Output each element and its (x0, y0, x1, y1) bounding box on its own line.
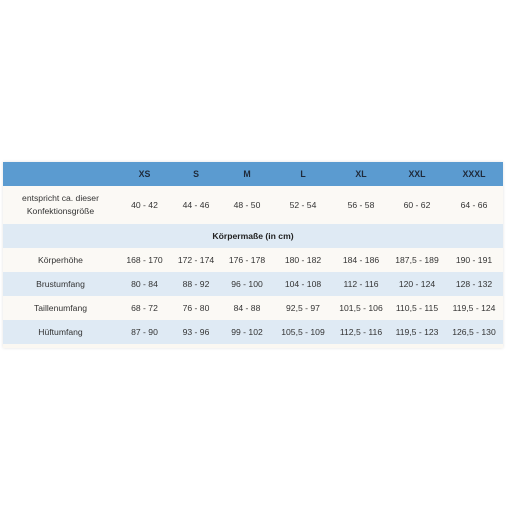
size-chart: XS S M L XL XXL XXXL entspricht ca. dies… (3, 162, 503, 348)
table-cell: 112,5 - 116 (339, 327, 383, 337)
table-cell: 56 - 58 (347, 200, 375, 210)
konfektion-row: entspricht ca. dieser Konfektionsgröße 4… (3, 186, 503, 224)
header-cell-xxxl: XXXL (462, 169, 486, 179)
table-row: Taillenumfang 68 - 72 76 - 80 84 - 88 92… (3, 296, 503, 320)
header-cell-l: L (300, 169, 306, 179)
table-cell: 172 - 174 (177, 255, 215, 265)
table-cell: 84 - 88 (233, 303, 261, 313)
table-cell: 187,5 - 189 (395, 255, 439, 265)
table-cell: 44 - 46 (182, 200, 210, 210)
konfektion-label-line1: entspricht ca. dieser (22, 193, 99, 203)
table-cell: 52 - 54 (289, 200, 317, 210)
header-cell-m: M (243, 169, 251, 179)
table-cell: 76 - 80 (182, 303, 210, 313)
konfektion-label-line2: Konfektionsgröße (26, 206, 95, 216)
table-cell: 92,5 - 97 (286, 303, 320, 313)
table-cell: 168 - 170 (126, 255, 163, 265)
table-cell: 64 - 66 (460, 200, 488, 210)
table-cell: 126,5 - 130 (452, 327, 496, 337)
table-cell: 119,5 - 123 (395, 327, 439, 337)
table-cell: 180 - 182 (284, 255, 322, 265)
table-cell: 120 - 124 (398, 279, 436, 289)
table-cell: 112 - 116 (343, 279, 379, 289)
table-cell: 80 - 84 (131, 279, 158, 289)
table-cell: 190 - 191 (455, 255, 493, 265)
table-cell: 60 - 62 (403, 200, 431, 210)
table-cell: 40 - 42 (131, 200, 158, 210)
table-row: Hüftumfang 87 - 90 93 - 96 99 - 102 105,… (3, 320, 503, 344)
table-cell: 48 - 50 (233, 200, 261, 210)
row-label: Körperhöhe (38, 255, 83, 265)
row-label: Taillenumfang (33, 303, 88, 313)
table-cell: 119,5 - 124 (452, 303, 496, 313)
header-cell-empty (3, 162, 118, 186)
row-label: Hüftumfang (38, 327, 83, 337)
table-cell: 87 - 90 (131, 327, 158, 337)
header-cell-xxl: XXL (408, 169, 426, 179)
section-title: Körpermaße (in cm) (212, 231, 294, 241)
table-cell: 110,5 - 115 (395, 303, 439, 313)
table-cell: 68 - 72 (131, 303, 158, 313)
size-table: XS S M L XL XXL XXXL entspricht ca. dies… (3, 162, 503, 344)
header-row: XS S M L XL XXL XXXL (3, 162, 503, 186)
table-cell: 128 - 132 (455, 279, 493, 289)
table-cell: 88 - 92 (182, 279, 210, 289)
table-cell: 96 - 100 (231, 279, 263, 289)
konfektion-label: entspricht ca. dieser Konfektionsgröße (3, 186, 118, 224)
table-cell: 105,5 - 109 (281, 327, 325, 337)
section-header-row: Körpermaße (in cm) (3, 224, 503, 248)
table-cell: 184 - 186 (342, 255, 380, 265)
table-row: Brustumfang 80 - 84 88 - 92 96 - 100 104… (3, 272, 503, 296)
header-cell-s: S (193, 169, 199, 179)
table-cell: 176 - 178 (228, 255, 266, 265)
table-cell: 104 - 108 (284, 279, 322, 289)
table-row: Körperhöhe 168 - 170 172 - 174 176 - 178… (3, 248, 503, 272)
table-cell: 101,5 - 106 (339, 303, 383, 313)
header-cell-xs: XS (138, 169, 151, 179)
header-cell-xl: XL (355, 169, 367, 179)
row-label: Brustumfang (36, 279, 85, 289)
table-cell: 93 - 96 (182, 327, 210, 337)
table-cell: 99 - 102 (231, 327, 263, 337)
